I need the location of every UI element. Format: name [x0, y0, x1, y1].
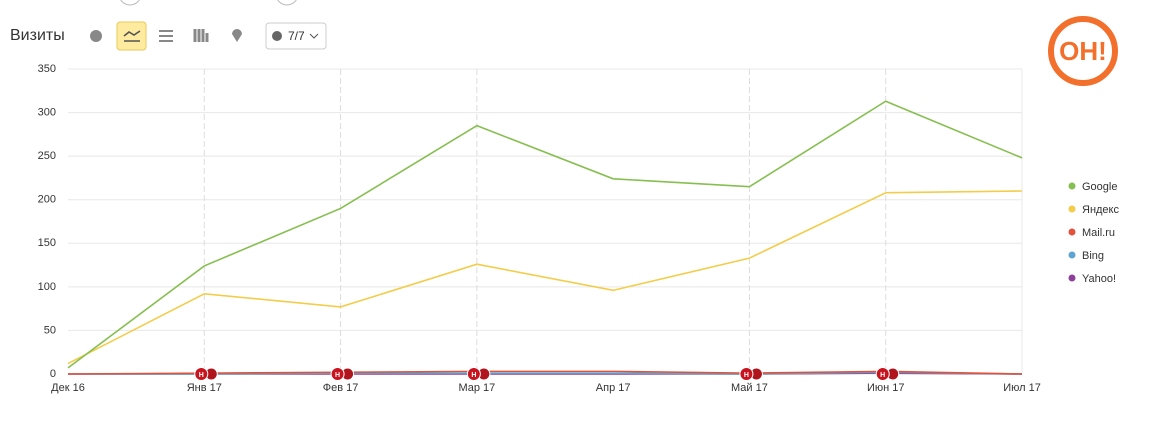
annotation-marker [466, 367, 481, 381]
annotation-label: Н [471, 372, 476, 379]
annotation-marker [330, 367, 345, 381]
legend-label: Bing [1082, 250, 1104, 262]
plot: 0 50 100 150 200 250 300 350 Дек 16 Янв 17 Фев 17 М… [38, 63, 1120, 394]
y-tick-label: 0 [50, 368, 56, 380]
filter-label: 7/7 [288, 29, 305, 43]
pie-icon[interactable] [90, 30, 102, 42]
legend-swatch [1068, 251, 1076, 259]
x-tick-label: Май 17 [731, 382, 768, 394]
annotation-marker [194, 367, 209, 381]
legend-swatch [1068, 182, 1076, 190]
x-tick-label: Апр 17 [596, 382, 631, 394]
x-tick-label: Дек 16 [51, 382, 85, 394]
x-tick-label: Фев 17 [323, 382, 359, 394]
logo [1048, 16, 1118, 86]
series-line [67, 100, 1023, 369]
x-tick-label: Мар 17 [458, 382, 495, 394]
decor [277, 0, 297, 6]
series-line [67, 190, 1023, 365]
annotation-marker [739, 367, 754, 381]
annotation-label: Н [880, 372, 885, 379]
annotation-marker [875, 367, 890, 381]
line-icon [123, 30, 141, 42]
decor [120, 0, 140, 6]
legend-swatch [1068, 274, 1076, 282]
y-tick-label: 100 [38, 281, 56, 293]
filter-icon [272, 31, 282, 41]
legend-swatch [1068, 205, 1076, 213]
legend-label: Yahoo! [1082, 273, 1116, 285]
y-tick-label: 150 [38, 237, 56, 249]
logo-text: ОН! [1059, 36, 1107, 66]
chart-type-buttons [90, 21, 242, 51]
filter-button[interactable] [265, 22, 327, 50]
x-tick-label: Июн 17 [867, 382, 905, 394]
dropdown-arrow [309, 33, 319, 39]
area-icon[interactable] [159, 30, 173, 42]
series-line [68, 371, 1023, 375]
y-tick-label: 350 [38, 63, 56, 75]
x-tick-label: Июл 17 [1003, 382, 1041, 394]
series-line [67, 370, 1023, 375]
y-tick-label: 200 [38, 194, 56, 206]
metric-title: Визиты [10, 27, 65, 44]
annotation-label: Н [199, 372, 204, 379]
legend-label: Mail.ru [1082, 227, 1115, 239]
map-icon[interactable] [232, 29, 242, 42]
bar-icon[interactable] [193, 29, 209, 42]
y-tick-label: 50 [44, 324, 56, 336]
y-tick-label: 300 [38, 106, 56, 118]
y-tick-label: 250 [38, 150, 56, 162]
legend-label: Яндекс [1082, 204, 1119, 216]
line-icon-active[interactable] [116, 21, 147, 51]
annotation-label: Н [335, 372, 340, 379]
legend-label: Google [1082, 181, 1117, 193]
annotation-label: Н [744, 372, 749, 379]
x-tick-label: Янв 17 [187, 382, 222, 394]
legend-swatch [1068, 228, 1076, 236]
